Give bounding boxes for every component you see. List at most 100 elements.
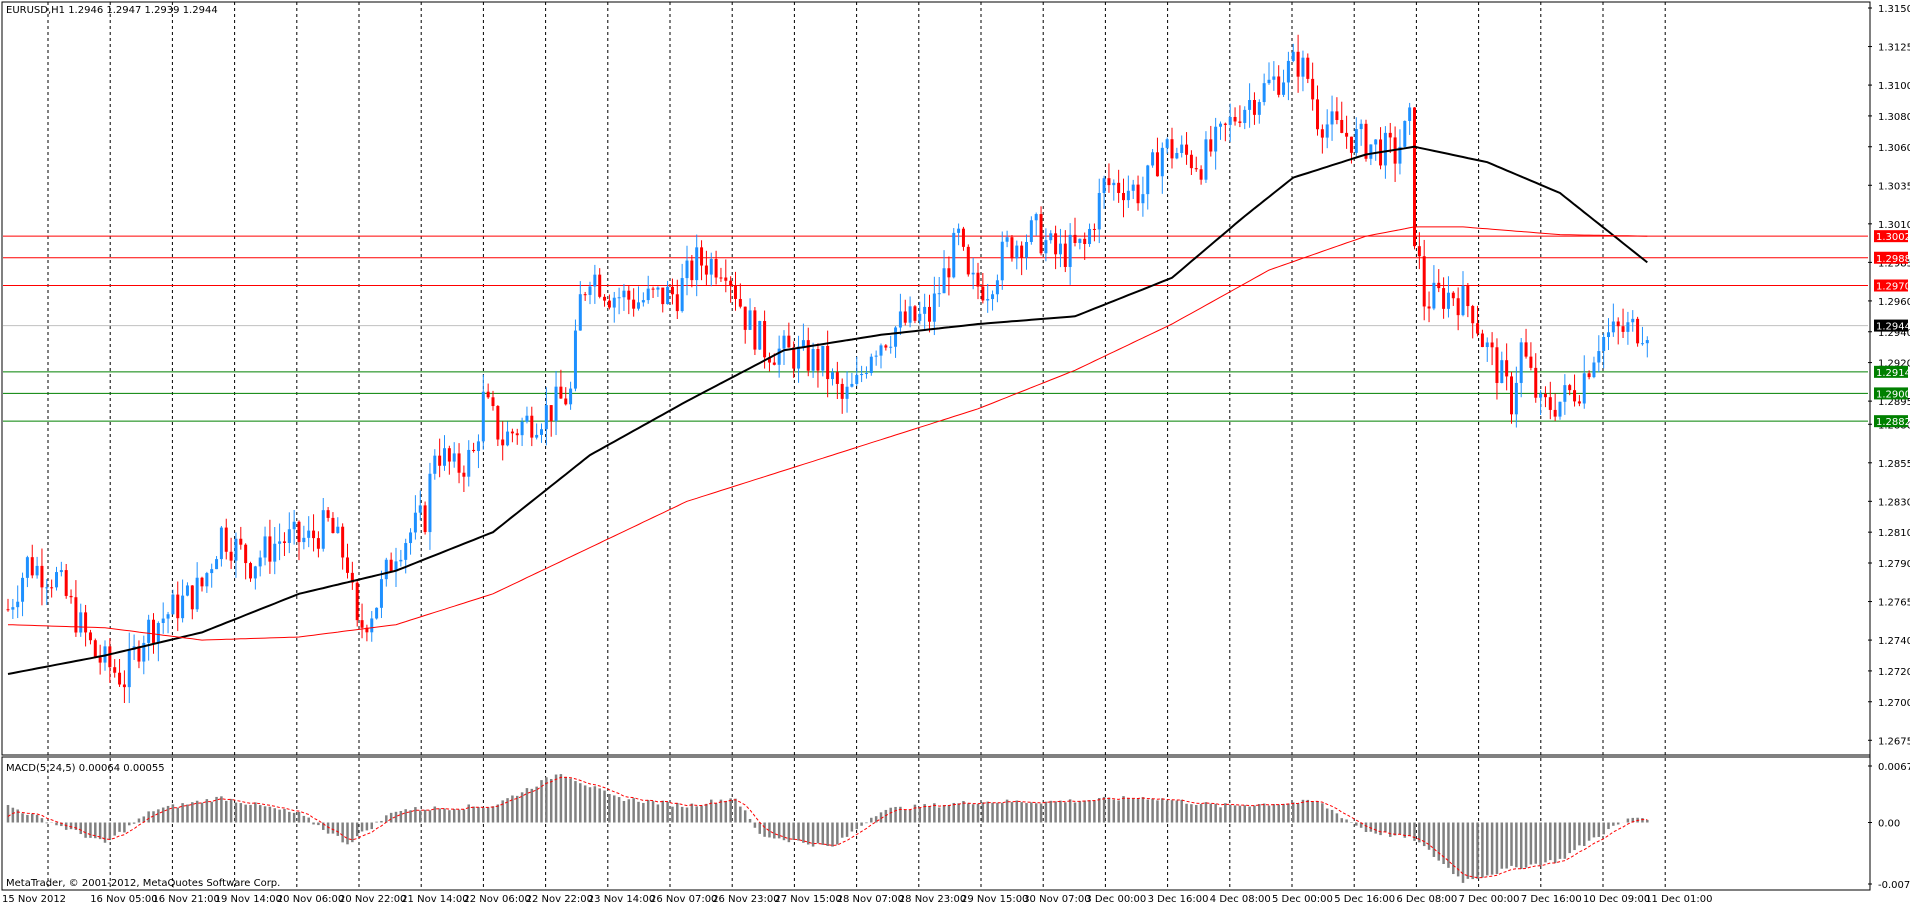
- candle-body: [253, 566, 257, 579]
- candle-body: [894, 327, 898, 347]
- candle-body: [573, 330, 577, 389]
- candle-body: [918, 313, 922, 321]
- candle-body: [1286, 60, 1290, 83]
- candle-body: [326, 510, 330, 518]
- candle-body: [1189, 154, 1193, 169]
- candle-body: [1437, 282, 1441, 289]
- candle-body: [734, 285, 737, 299]
- candle-body: [1408, 107, 1412, 121]
- candle-body: [1636, 318, 1640, 344]
- candle-body: [1582, 373, 1586, 404]
- candle-body: [801, 340, 805, 347]
- candle-body: [462, 472, 466, 477]
- candle-body: [118, 672, 122, 685]
- candle-body: [1301, 57, 1305, 77]
- candle-body: [874, 355, 878, 357]
- time-tick-label: 4 Dec 08:00: [1210, 894, 1271, 905]
- candle-body: [11, 607, 15, 610]
- candle-body: [884, 345, 888, 348]
- candle-body: [738, 298, 742, 307]
- candle-body: [845, 386, 849, 399]
- candle-body: [850, 383, 854, 387]
- price-tick-label: 1.2720: [1878, 667, 1910, 678]
- macd-tick-label: 0.00678: [1878, 762, 1910, 773]
- candle-body: [355, 582, 359, 621]
- candle-body: [792, 347, 796, 369]
- time-tick-label: 28 Nov 23:00: [899, 894, 966, 905]
- candle-body: [1490, 342, 1494, 348]
- price-tick-label: 1.2765: [1878, 598, 1910, 609]
- resistance-tag: [1874, 230, 1908, 243]
- candle-body: [986, 299, 990, 301]
- candle-body: [1510, 376, 1513, 415]
- candle-body: [622, 290, 626, 298]
- candle-body: [1117, 182, 1121, 193]
- candle-body: [1417, 246, 1421, 257]
- time-tick-label: 19 Nov 14:00: [215, 894, 282, 905]
- candle-body: [1374, 139, 1378, 145]
- candle-body: [496, 406, 500, 440]
- candle-body: [860, 373, 864, 376]
- candle-body: [617, 297, 621, 299]
- price-axis: 1.3150 1.3125 1.3100 1.3080 1.3060 1.3035 1.30…: [1868, 4, 1910, 747]
- candle-body: [1277, 76, 1281, 95]
- candle-body: [234, 538, 238, 561]
- price-tick-label: 1.3150: [1878, 4, 1910, 15]
- candle-body: [1126, 190, 1130, 201]
- candle-body: [336, 526, 340, 534]
- candle-body: [30, 557, 34, 576]
- candle-body: [1141, 194, 1145, 204]
- candle-body: [1248, 100, 1252, 110]
- candle-body: [375, 607, 379, 619]
- candle-body: [1427, 306, 1431, 309]
- time-tick-label: 16 Nov 05:00: [90, 894, 157, 905]
- candle-body: [1083, 238, 1087, 245]
- candle-body: [1034, 214, 1038, 221]
- candle-body: [835, 372, 839, 384]
- candle-body: [287, 529, 291, 543]
- candle-body: [1320, 129, 1324, 138]
- candle-body: [510, 431, 514, 434]
- candle-body: [244, 544, 248, 564]
- candle-body: [418, 505, 422, 513]
- support-tag-label: 1.2900: [1876, 389, 1910, 400]
- macd-tick-label: 0.00: [1878, 819, 1900, 830]
- candle-body: [1514, 382, 1518, 415]
- price-tick-label: 1.2700: [1878, 698, 1910, 709]
- candle-body: [1136, 184, 1140, 204]
- candle-body: [1306, 57, 1310, 79]
- candle-body: [1359, 123, 1363, 130]
- candle-body: [137, 646, 141, 662]
- candle-body: [995, 280, 999, 295]
- candle-body: [840, 383, 844, 399]
- macd-indicator: [6, 774, 1649, 883]
- time-tick-label: 20 Nov 06:00: [277, 894, 344, 905]
- candle-body: [55, 572, 58, 588]
- candle-body: [292, 521, 296, 530]
- candle-body: [224, 527, 228, 552]
- candle-body: [6, 609, 10, 611]
- candle-body: [1010, 237, 1014, 259]
- candle-body: [341, 526, 345, 558]
- support-tag: [1874, 387, 1908, 400]
- candle-body: [1553, 409, 1557, 417]
- candle-body: [971, 272, 975, 275]
- candle-body: [1039, 214, 1043, 254]
- candle-body: [1539, 393, 1543, 398]
- candle-body: [675, 294, 679, 312]
- time-tick-label: 16 Nov 21:00: [152, 894, 219, 905]
- support-tag-label: 1.2914: [1876, 368, 1910, 379]
- candle-body: [767, 357, 771, 363]
- ma-fast-line: [7, 145, 1648, 675]
- current-price-tag-label: 1.2944: [1876, 322, 1910, 333]
- candle-body: [1388, 132, 1392, 138]
- candle-body: [1238, 121, 1242, 123]
- candle-body: [1243, 109, 1247, 123]
- candle-body: [952, 232, 956, 278]
- candle-body: [1199, 169, 1203, 180]
- candle-body: [1563, 385, 1567, 402]
- candle-body: [957, 228, 961, 233]
- macd-axis: 0.00678 0.00 -0.00738: [1868, 762, 1910, 891]
- time-tick-label: 30 Nov 07:00: [1023, 894, 1090, 905]
